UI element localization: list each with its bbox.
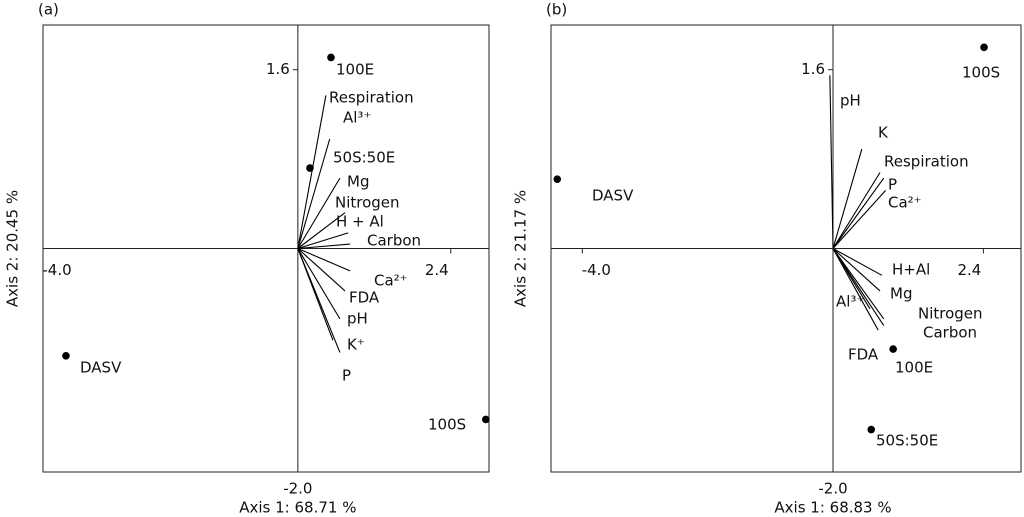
sample-point	[62, 351, 70, 360]
loading-vector	[832, 148, 863, 249]
vector-label: Ca²⁺	[888, 194, 922, 212]
point-label: 100S	[428, 416, 466, 434]
panel-label: (b)	[546, 1, 567, 19]
sample-point	[867, 425, 876, 434]
loading-vector	[832, 190, 887, 249]
x-tick-label: 2.4	[425, 261, 449, 279]
y-tick-label: 1.6	[801, 60, 825, 78]
loading-vector	[832, 248, 881, 292]
y-tick-label: -2.0	[283, 480, 312, 498]
sample-point	[482, 415, 490, 424]
vector-label: Nitrogen	[335, 194, 400, 212]
loading-vector	[297, 247, 351, 272]
point-label: DASV	[80, 359, 122, 377]
sample-point	[553, 175, 562, 184]
vector-label: Nitrogen	[918, 305, 983, 323]
sample-point	[327, 53, 335, 62]
loading-vector	[832, 248, 885, 326]
loading-vector	[297, 95, 327, 249]
loading-vector	[297, 138, 331, 249]
loading-vector	[297, 212, 346, 249]
x-tick-label: -4.0	[582, 261, 611, 279]
point-label: 100E	[895, 359, 933, 377]
loading-vector	[297, 248, 341, 320]
point-label: 50S:50E	[333, 149, 395, 167]
x-axis-title: Axis 1: 68.83 %	[774, 499, 891, 517]
loading-vector	[829, 75, 834, 249]
panel-label: (a)	[38, 1, 59, 19]
loading-vector	[297, 243, 351, 250]
x-axis-title: Axis 1: 68.71 %	[239, 499, 356, 517]
vector-label: Respiration	[884, 153, 969, 171]
loading-vector	[832, 177, 885, 249]
loading-vector	[297, 177, 341, 249]
sample-point	[980, 43, 988, 52]
vector-label: Ca²⁺	[374, 272, 408, 290]
vector-label: P	[342, 367, 351, 385]
y-axis-title: Axis 2: 21.17 %	[512, 190, 530, 307]
vector-label: P	[888, 176, 897, 194]
vector-label: pH	[840, 92, 861, 110]
x-tick-label: -4.0	[42, 261, 71, 279]
vector-label: Mg	[347, 173, 369, 191]
y-axis-title: Axis 2: 20.45 %	[4, 190, 22, 307]
vector-label: H+Al	[892, 261, 930, 279]
vector-label: FDA	[349, 289, 380, 307]
loading-vector	[297, 232, 349, 250]
vector-label: K	[878, 124, 889, 142]
point-label: 50S:50E	[876, 432, 938, 450]
vector-label: Carbon	[367, 232, 421, 250]
vector-label: Al³⁺	[343, 109, 371, 127]
loading-vector	[832, 248, 879, 331]
sample-point	[889, 345, 897, 353]
sample-point	[306, 164, 314, 172]
vector-label: pH	[347, 310, 368, 328]
vector-label: Mg	[890, 285, 912, 303]
x-tick-label: 2.4	[957, 261, 981, 279]
point-label: DASV	[592, 187, 634, 205]
vector-label: K⁺	[347, 336, 365, 354]
loading-vector	[297, 248, 346, 292]
loading-vector	[832, 248, 883, 276]
y-tick-label: 1.6	[266, 60, 290, 78]
vector-label: Respiration	[329, 89, 414, 107]
vector-label: Carbon	[923, 324, 977, 342]
vector-label: H + Al	[336, 213, 384, 231]
vector-label: FDA	[848, 346, 879, 364]
loading-vector	[297, 248, 334, 341]
y-tick-label: -2.0	[818, 480, 847, 498]
point-label: 100S	[962, 64, 1000, 82]
point-label: 100E	[336, 61, 374, 79]
loading-vector	[832, 248, 885, 320]
vector-label: Al³⁺	[836, 293, 864, 311]
loading-vector	[832, 172, 881, 249]
